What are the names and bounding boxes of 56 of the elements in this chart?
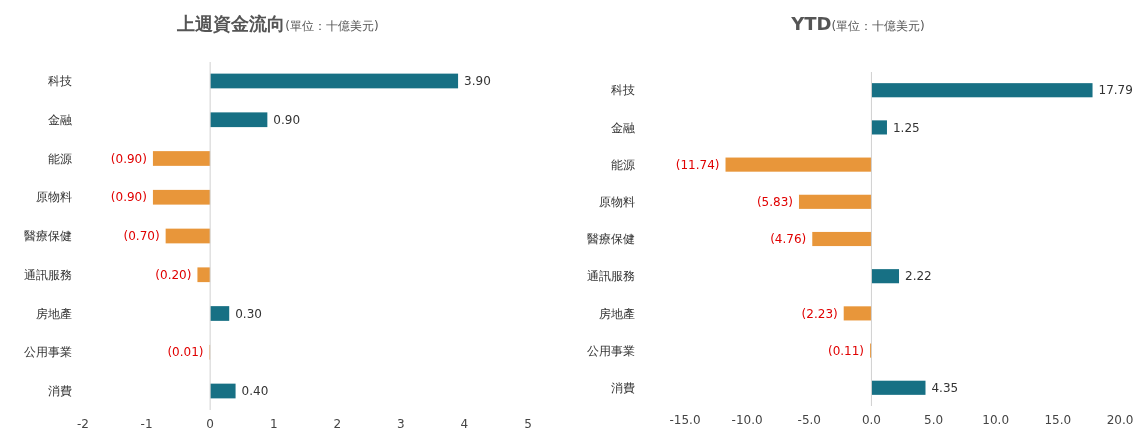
data-label: 0.90 xyxy=(273,112,301,127)
x-tick-label: 10.0 xyxy=(982,413,1010,427)
y-tick-label: 公用事業 xyxy=(587,343,635,358)
y-tick-label: 通訊服務 xyxy=(24,267,72,282)
chart-title: 上週資金流向 xyxy=(176,13,286,34)
y-tick-label: 能源 xyxy=(611,157,635,172)
x-tick-label: 2 xyxy=(333,417,342,431)
x-tick-label: 1 xyxy=(269,417,278,431)
x-tick-label: -5.0 xyxy=(797,413,821,427)
data-label: 0.40 xyxy=(241,384,269,399)
y-tick-label: 消費 xyxy=(611,380,635,395)
data-label: (2.23) xyxy=(801,306,838,321)
data-label: (0.01) xyxy=(167,345,204,360)
y-tick-label: 消費 xyxy=(48,384,72,399)
y-tick-label: 醫療保健 xyxy=(587,232,635,247)
y-tick-label: 房地產 xyxy=(36,306,72,321)
data-label: (4.76) xyxy=(770,232,807,247)
x-tick-label: -10.0 xyxy=(731,413,763,427)
data-label: (5.83) xyxy=(756,195,793,210)
data-label: 0.30 xyxy=(235,306,262,321)
y-tick-label: 房地產 xyxy=(599,306,635,321)
data-label: (0.70) xyxy=(123,229,160,244)
data-label: (0.90) xyxy=(110,190,147,205)
data-label: (0.20) xyxy=(155,267,192,282)
x-tick-label: 5.0 xyxy=(924,413,944,427)
data-label: 3.90 xyxy=(464,74,491,89)
x-tick-label: -1 xyxy=(140,417,153,431)
chart-title: YTD xyxy=(790,13,832,34)
y-tick-label: 公用事業 xyxy=(24,345,72,360)
x-tick-label: 0.0 xyxy=(861,413,881,427)
y-tick-label: 能源 xyxy=(48,151,72,166)
chart-subtitle: (單位：十億美元) xyxy=(285,19,379,33)
data-label: 4.35 xyxy=(931,380,959,395)
data-label: (0.11) xyxy=(827,343,865,358)
x-tick-label: 15.0 xyxy=(1044,413,1072,427)
data-label: 2.22 xyxy=(905,269,932,284)
y-tick-label: 科技 xyxy=(48,74,72,89)
y-tick-label: 原物料 xyxy=(36,190,72,205)
x-tick-label: -2 xyxy=(77,417,89,431)
y-tick-label: 科技 xyxy=(611,83,635,98)
x-tick-label: 4 xyxy=(460,417,469,431)
x-tick-label: 0 xyxy=(206,417,214,431)
data-label: (0.90) xyxy=(110,151,147,166)
y-tick-label: 通訊服務 xyxy=(587,269,635,284)
y-tick-label: 原物料 xyxy=(599,195,635,210)
x-tick-label: 20.0 xyxy=(1106,413,1134,427)
data-label: 1.25 xyxy=(892,120,920,135)
y-tick-label: 金融 xyxy=(48,112,72,127)
y-tick-label: 金融 xyxy=(611,120,635,135)
x-tick-label: 5 xyxy=(524,417,532,431)
y-tick-label: 醫療保健 xyxy=(24,229,72,244)
chart-subtitle: (單位：十億美元) xyxy=(831,19,925,33)
x-tick-label: 3 xyxy=(397,417,405,431)
x-tick-label: -15.0 xyxy=(669,413,701,427)
data-label: (11.74) xyxy=(675,157,720,172)
data-label: 17.79 xyxy=(1098,83,1133,98)
